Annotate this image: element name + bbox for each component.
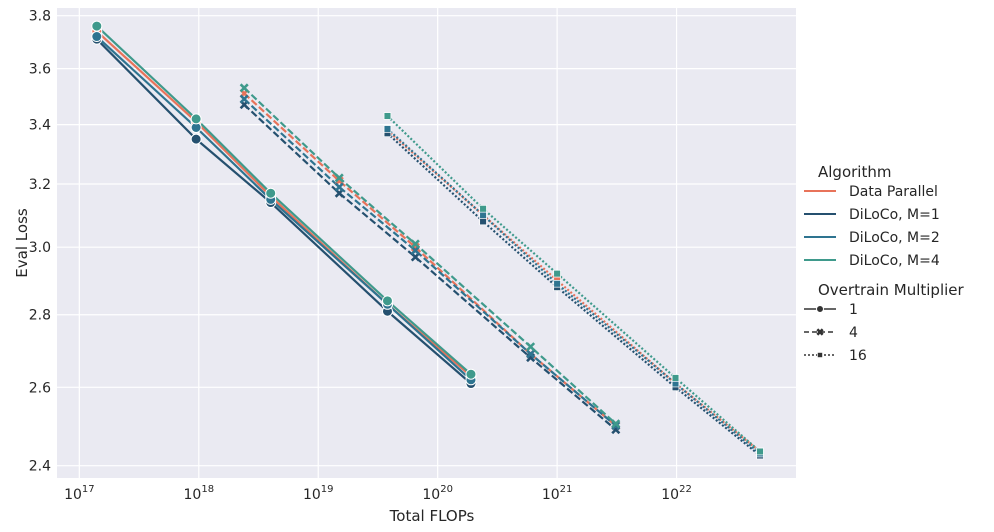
series-line <box>243 98 617 427</box>
legend-label: 1 <box>849 302 858 318</box>
data-point <box>239 94 249 104</box>
data-point <box>265 187 277 199</box>
data-point <box>526 342 536 352</box>
legend-style-marker <box>816 328 824 336</box>
data-point <box>91 31 103 43</box>
x-tick-label: 1019 <box>303 484 334 503</box>
y-tick-label: 3.6 <box>29 62 51 78</box>
legend-title-overtrain: Overtrain Multiplier <box>818 281 965 299</box>
legend-label: DiLoCo, M=1 <box>849 207 940 223</box>
x-tick-label: 1022 <box>661 484 692 503</box>
y-axis-label: Eval Loss <box>13 208 31 278</box>
y-tick-label: 3.2 <box>29 177 51 193</box>
y-tick-label: 3.8 <box>29 9 51 25</box>
data-point <box>611 421 621 431</box>
x-tick-label: 1021 <box>542 484 573 503</box>
data-point <box>611 419 621 429</box>
legend: Algorithm Data Parallel DiLoCo, M=1 DiLoCo… <box>804 163 965 364</box>
data-point <box>190 133 202 145</box>
data-point <box>479 217 487 226</box>
y-tick-label: 2.6 <box>29 380 51 396</box>
y-tick-labels: 2.4 2.6 2.8 3.0 3.2 3.4 3.6 3.8 <box>29 9 51 475</box>
legend-label: Data Parallel <box>849 184 938 200</box>
data-point <box>334 173 344 183</box>
series-line <box>386 129 761 453</box>
data-point <box>553 269 561 278</box>
data-point <box>756 447 764 456</box>
legend-label: 4 <box>849 325 858 341</box>
y-tick-label: 2.8 <box>29 308 51 324</box>
legend-label: DiLoCo, M=2 <box>849 230 940 246</box>
y-tick-label: 2.4 <box>29 459 51 475</box>
plot-area <box>57 8 796 478</box>
legend-title-algorithm: Algorithm <box>818 163 891 181</box>
x-tick-labels: 1017 1018 1019 1020 1021 1022 <box>64 484 692 503</box>
data-point <box>381 295 393 307</box>
data-point <box>465 368 477 380</box>
series-line <box>243 103 617 431</box>
data-point <box>479 205 487 213</box>
data-point <box>190 113 202 125</box>
series-line <box>386 115 761 453</box>
data-point <box>526 349 536 359</box>
x-tick-label: 1017 <box>64 484 95 503</box>
legend-style-marker <box>816 305 824 313</box>
data-point <box>91 20 103 32</box>
y-tick-label: 3.0 <box>29 240 51 256</box>
data-point <box>334 182 344 192</box>
data-point <box>410 239 420 249</box>
legend-label: DiLoCo, M=4 <box>849 253 940 269</box>
data-point <box>553 280 561 288</box>
data-point <box>479 211 487 219</box>
data-point <box>671 374 680 382</box>
legend-style-marker <box>817 352 823 358</box>
data-point <box>383 112 392 120</box>
x-axis-label: Total FLOPs <box>389 507 475 525</box>
data-point <box>239 83 249 93</box>
y-tick-label: 3.4 <box>29 118 51 134</box>
legend-label: 16 <box>849 348 867 364</box>
series-markers <box>91 20 764 460</box>
data-point <box>383 125 392 133</box>
x-tick-label: 1020 <box>422 484 453 503</box>
x-tick-label: 1018 <box>184 484 215 503</box>
